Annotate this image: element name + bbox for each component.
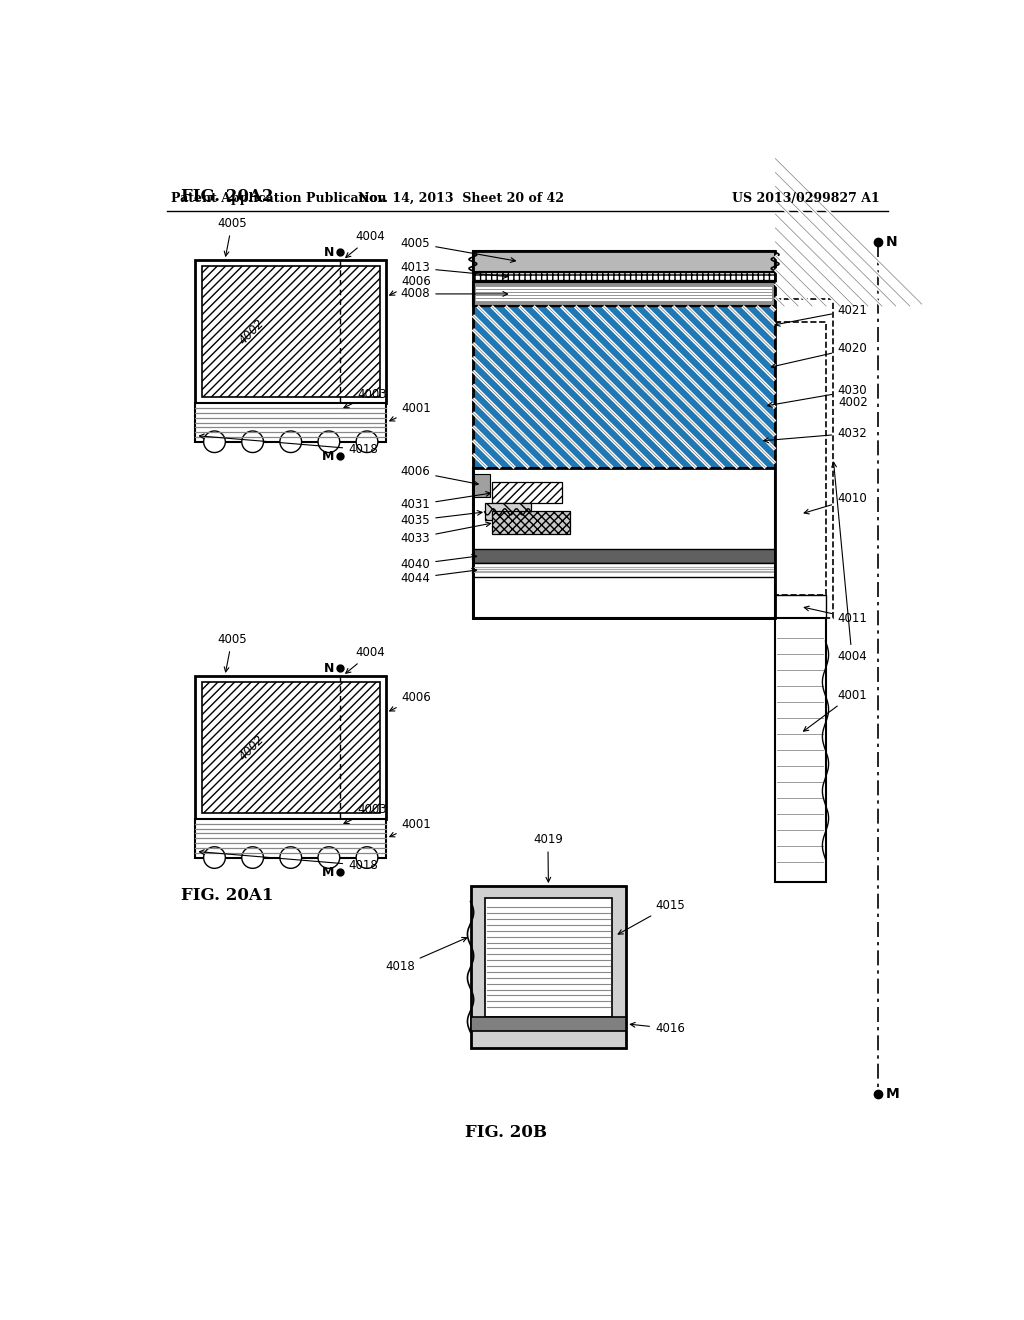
Bar — [473, 469, 775, 618]
Circle shape — [356, 847, 378, 869]
Bar — [484, 898, 612, 1016]
Text: 4003: 4003 — [344, 804, 387, 824]
Text: 4001: 4001 — [804, 689, 867, 731]
Text: Nov. 14, 2013  Sheet 20 of 42: Nov. 14, 2013 Sheet 20 of 42 — [358, 191, 564, 205]
Circle shape — [242, 847, 263, 869]
Bar — [473, 251, 775, 618]
Bar — [775, 298, 834, 618]
Text: FIG. 20A2: FIG. 20A2 — [180, 189, 273, 206]
Text: Patent Application Publication: Patent Application Publication — [171, 191, 386, 205]
Text: 4018: 4018 — [385, 937, 467, 973]
Text: M: M — [322, 450, 334, 463]
Text: 4002: 4002 — [839, 396, 868, 409]
Bar — [196, 676, 386, 818]
Text: 4004: 4004 — [346, 647, 386, 673]
Text: 4021: 4021 — [775, 304, 867, 326]
Bar — [473, 281, 775, 306]
Circle shape — [204, 847, 225, 869]
Text: 4005: 4005 — [217, 218, 247, 256]
Bar — [202, 267, 380, 397]
Text: FIG. 20B: FIG. 20B — [465, 1123, 547, 1140]
Bar — [493, 511, 569, 535]
Bar — [775, 618, 825, 882]
Text: 4006: 4006 — [390, 275, 431, 296]
Bar — [473, 306, 775, 469]
Text: 4003: 4003 — [344, 388, 387, 408]
Circle shape — [356, 430, 378, 453]
Text: 4032: 4032 — [764, 426, 867, 442]
Circle shape — [280, 847, 302, 869]
Bar — [473, 306, 775, 469]
Bar — [196, 818, 386, 858]
Text: 4030: 4030 — [767, 384, 866, 407]
Bar — [473, 251, 775, 272]
Bar — [473, 469, 775, 618]
Text: 4018: 4018 — [200, 434, 378, 455]
Bar — [473, 306, 775, 469]
Text: 4013: 4013 — [400, 261, 508, 279]
Circle shape — [204, 430, 225, 453]
Text: US 2013/0299827 A1: US 2013/0299827 A1 — [732, 191, 880, 205]
Text: 4011: 4011 — [804, 606, 867, 624]
Text: 4033: 4033 — [400, 521, 490, 545]
Text: 4001: 4001 — [390, 818, 431, 837]
Bar — [775, 595, 825, 618]
Bar — [473, 549, 775, 562]
Circle shape — [318, 847, 340, 869]
Text: 4005: 4005 — [217, 634, 247, 672]
Circle shape — [242, 430, 263, 453]
Bar — [471, 1016, 627, 1031]
Text: 4040: 4040 — [400, 554, 476, 570]
Text: 4010: 4010 — [804, 492, 867, 513]
Text: 4020: 4020 — [771, 342, 867, 368]
Bar — [196, 260, 386, 404]
Text: M: M — [322, 866, 334, 879]
Text: N: N — [324, 246, 334, 259]
Text: 4008: 4008 — [400, 288, 508, 301]
Text: 4031: 4031 — [400, 491, 490, 511]
Text: 4002: 4002 — [237, 733, 267, 763]
Text: FIG. 20A1: FIG. 20A1 — [180, 887, 273, 904]
Bar — [473, 272, 775, 281]
Circle shape — [318, 430, 340, 453]
Text: M: M — [886, 1086, 900, 1101]
Text: 4002: 4002 — [237, 317, 267, 347]
Text: N: N — [324, 661, 334, 675]
Bar — [484, 503, 531, 520]
Text: 4001: 4001 — [390, 403, 431, 421]
Bar — [775, 322, 825, 595]
Bar — [196, 404, 386, 442]
Text: 4019: 4019 — [532, 833, 563, 882]
Text: 4005: 4005 — [400, 236, 515, 263]
Bar — [202, 682, 380, 813]
Text: 4016: 4016 — [631, 1022, 685, 1035]
Circle shape — [280, 430, 302, 453]
Text: 4006: 4006 — [390, 690, 431, 711]
Bar — [473, 562, 775, 577]
Text: 4018: 4018 — [200, 850, 378, 871]
Bar — [493, 482, 562, 503]
Text: N: N — [886, 235, 898, 248]
Text: 4006: 4006 — [400, 465, 478, 486]
Bar — [473, 474, 489, 498]
Text: 4004: 4004 — [346, 231, 386, 257]
Text: 4035: 4035 — [400, 511, 482, 527]
Text: 4015: 4015 — [618, 899, 685, 935]
Bar — [471, 886, 627, 1048]
Text: 4004: 4004 — [831, 462, 867, 663]
Text: 4044: 4044 — [400, 569, 476, 585]
